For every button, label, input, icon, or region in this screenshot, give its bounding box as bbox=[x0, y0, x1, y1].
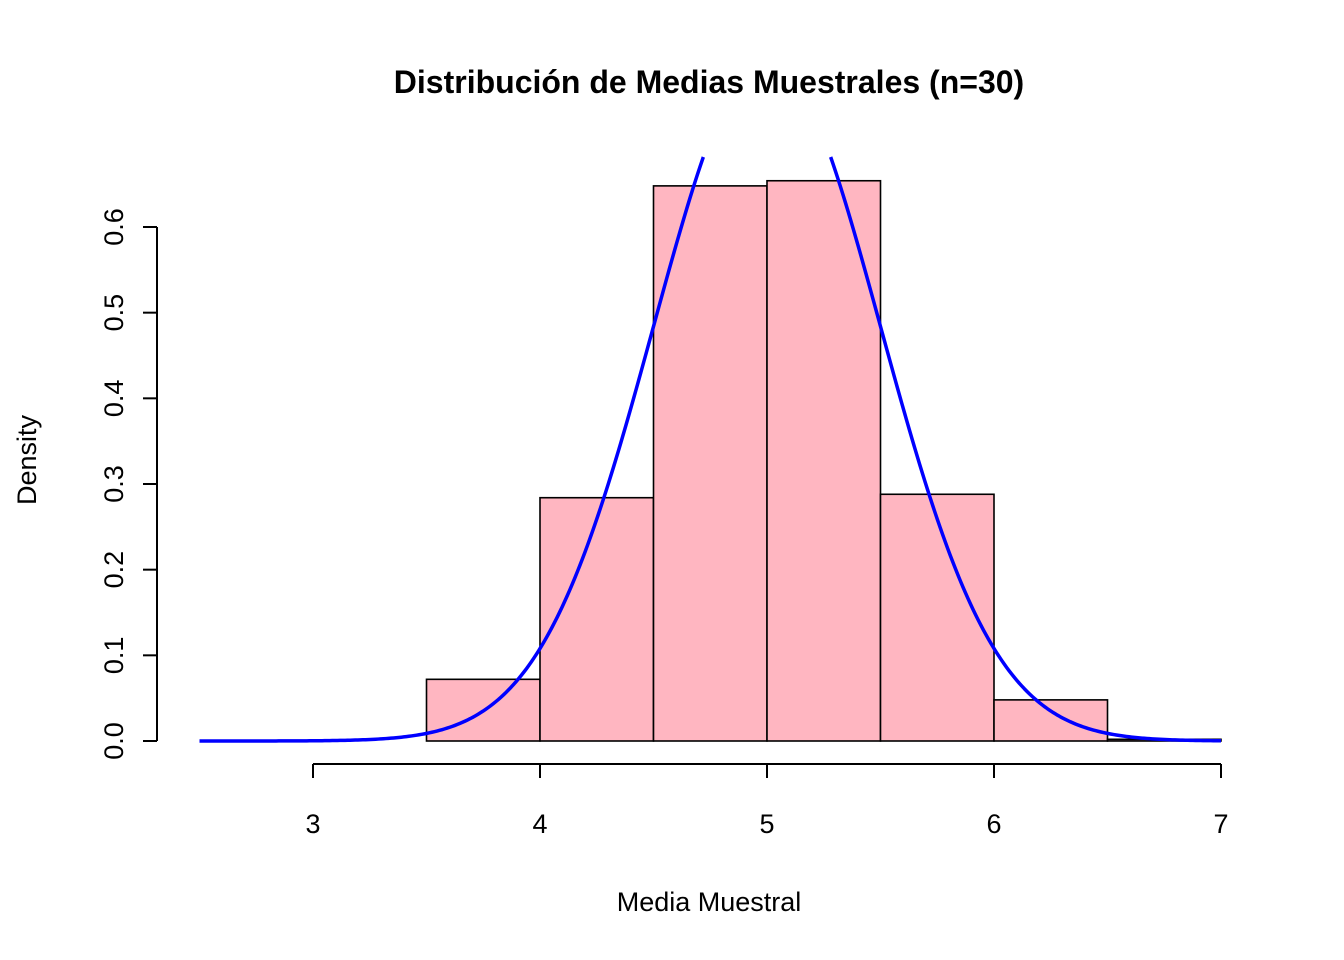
histogram-bar bbox=[652, 185, 768, 742]
density-curve bbox=[199, 156, 1222, 743]
x-tick-label: 4 bbox=[532, 809, 547, 839]
y-tick-label: 0.6 bbox=[99, 208, 129, 246]
y-axis-label: Density bbox=[12, 414, 42, 505]
y-tick-label: 0.3 bbox=[99, 465, 129, 503]
x-axis: 3 4 5 6 7 bbox=[305, 763, 1229, 839]
histogram-bar bbox=[879, 493, 995, 742]
chart-title: Distribución de Medias Muestrales (n=30) bbox=[394, 64, 1024, 100]
histogram-bar bbox=[993, 699, 1109, 742]
x-tick-label: 7 bbox=[1213, 809, 1228, 839]
x-axis-label: Media Muestral bbox=[617, 887, 802, 917]
y-tick-label: 0.1 bbox=[99, 637, 129, 675]
histogram-bar bbox=[766, 179, 882, 742]
y-tick-label: 0.2 bbox=[99, 551, 129, 589]
y-tick-label: 0.5 bbox=[99, 294, 129, 332]
y-tick-label: 0.0 bbox=[99, 722, 129, 760]
histogram-bars bbox=[425, 179, 1222, 742]
histogram-bar bbox=[539, 496, 655, 742]
y-tick-label: 0.4 bbox=[99, 380, 129, 418]
x-tick-label: 3 bbox=[305, 809, 320, 839]
x-tick-label: 6 bbox=[986, 809, 1001, 839]
x-tick-label: 5 bbox=[759, 809, 774, 839]
y-axis: 0.0 0.1 0.2 0.3 0.4 0.5 0.6 bbox=[99, 208, 158, 760]
